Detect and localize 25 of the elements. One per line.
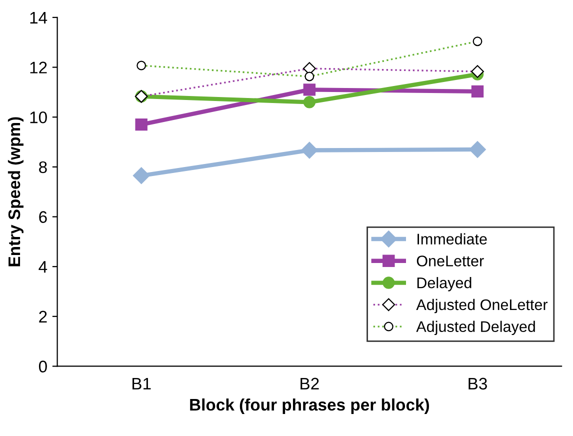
y-tick-label: 12 <box>30 62 47 74</box>
point <box>471 85 484 98</box>
y-axis-title: Entry Speed (wpm) <box>8 117 24 266</box>
point <box>135 118 148 131</box>
y-tick-label: 10 <box>30 112 47 124</box>
point <box>303 84 316 96</box>
point <box>469 141 486 158</box>
y-tick-label: 8 <box>39 161 47 174</box>
legend-label: Delayed <box>417 277 472 292</box>
y-tick-label: 4 <box>38 261 48 273</box>
x-axis-title: Block (four phrases per block) <box>190 398 429 414</box>
legend-label: Adjusted OneLetter <box>416 298 548 314</box>
legend-label: Immediate <box>418 233 487 245</box>
point <box>301 142 318 159</box>
y-tick-label: 2 <box>39 310 47 322</box>
point <box>132 167 150 184</box>
x-tick-label: B3 <box>468 378 487 390</box>
legend-label: Adjusted Delayed <box>416 320 535 336</box>
y-tick-label: 0 <box>38 360 47 372</box>
y-tick-label: 6 <box>39 211 47 223</box>
x-tick-label: B2 <box>300 378 319 390</box>
point <box>303 96 316 108</box>
x-tick-label: B1 <box>132 378 151 390</box>
legend-label: OneLetter <box>416 256 484 266</box>
y-tick-label: 14 <box>30 12 48 24</box>
